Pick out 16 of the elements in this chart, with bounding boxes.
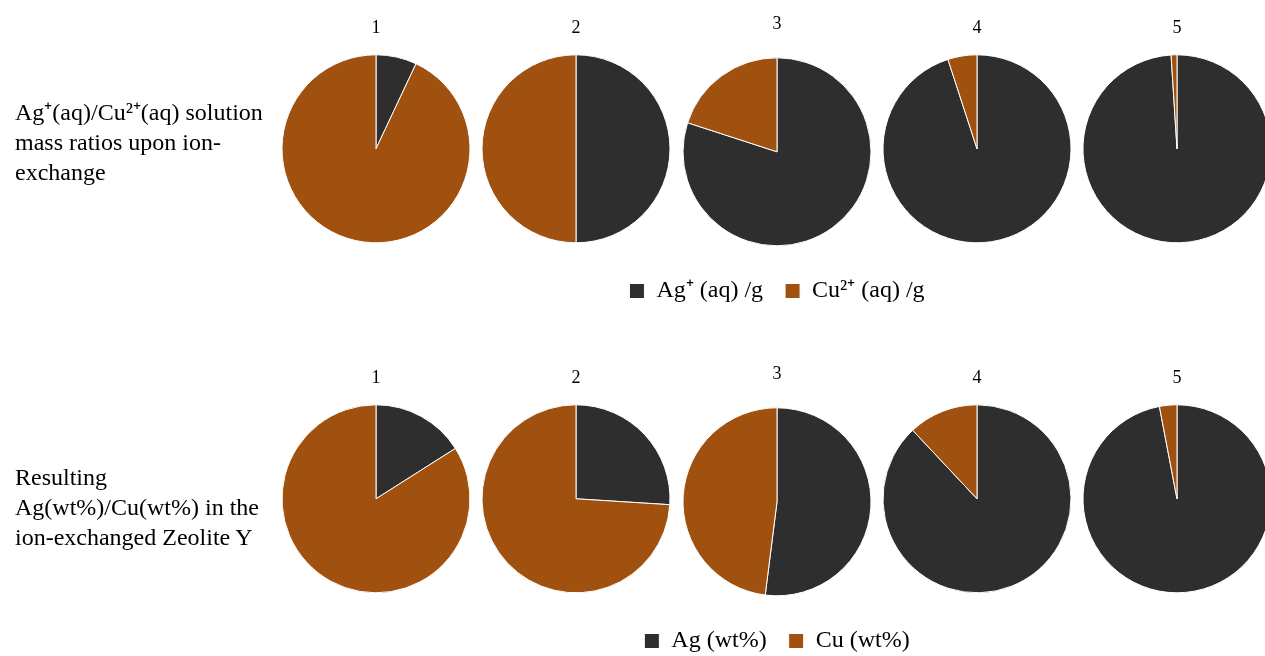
legend-label: Cu (wt%) — [815, 626, 910, 653]
slice-label: 2 — [571, 16, 581, 37]
slice-label: 5 — [1172, 16, 1182, 37]
slice-label: 2 — [571, 366, 581, 387]
legend-label: Ag⁺ (aq) /g — [655, 276, 763, 303]
slice-label: 1 — [371, 366, 381, 387]
slice-label: 5 — [1172, 366, 1182, 387]
legend-label: Ag (wt%) — [670, 626, 767, 653]
slice-label: 1 — [371, 16, 381, 37]
legend-label: Cu²⁺ (aq) /g — [811, 276, 925, 303]
text: Ag⁺(aq)/Cu²⁺(aq) solution mass ratios upon ion-exchange — [15, 98, 264, 187]
text: Resulting Ag(wt%)/Cu(wt%) in the ion-exchanged Zeolite Y — [15, 463, 260, 552]
slice-label: 4 — [972, 366, 982, 387]
slice-label: 3 — [772, 12, 781, 33]
slice-label: 3 — [772, 362, 781, 383]
slice-label: 4 — [972, 16, 982, 37]
